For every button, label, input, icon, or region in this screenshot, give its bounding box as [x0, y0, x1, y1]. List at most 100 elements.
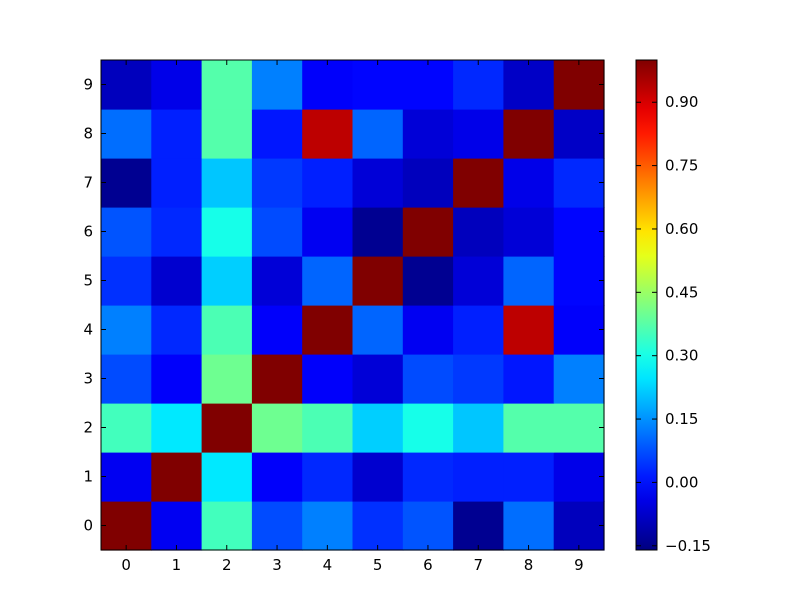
- x-tick-label: 9: [574, 556, 584, 574]
- heatmap-cell-7-4: [302, 158, 354, 208]
- y-axis-ticks: 0 1 2 3 4 5 6 7 8 9: [83, 76, 604, 535]
- heatmap-cell-4-3: [251, 305, 303, 355]
- heatmap-cell-1-9: [553, 452, 605, 502]
- x-tick-label: 4: [323, 556, 333, 574]
- heatmap-cell-8-9: [553, 109, 605, 159]
- heatmap-cell-0-6: [402, 501, 454, 551]
- heatmap-cell-2-7: [453, 403, 504, 453]
- heatmap-cell-1-7: [453, 452, 504, 502]
- heatmap-cell-7-9: [553, 158, 605, 208]
- heatmap-cell-4-5: [352, 305, 404, 355]
- heatmap-cell-7-3: [251, 158, 303, 208]
- heatmap-cell-3-4: [302, 354, 354, 404]
- colorbar-tick-label: 0.60: [665, 220, 698, 238]
- heatmap-cell-2-5: [352, 403, 404, 453]
- heatmap-cell-8-1: [151, 109, 203, 159]
- heatmap-cell-5-8: [503, 256, 555, 306]
- heatmap-cell-7-2: [201, 158, 253, 208]
- heatmap-cell-1-0: [101, 452, 152, 502]
- heatmap-cell-4-8: [503, 305, 555, 355]
- heatmap-cell-6-3: [251, 207, 303, 257]
- heatmap-cell-8-0: [101, 109, 152, 159]
- heatmap-cell-3-0: [101, 354, 152, 404]
- heatmap-cell-5-7: [453, 256, 504, 306]
- heatmap-cell-6-4: [302, 207, 354, 257]
- heatmap-cell-4-0: [101, 305, 152, 355]
- heatmap-cell-8-8: [503, 109, 555, 159]
- heatmap-cell-3-2: [201, 354, 253, 404]
- heatmap-cell-5-1: [151, 256, 203, 306]
- x-tick-label: 8: [524, 556, 534, 574]
- y-tick-label: 2: [83, 419, 93, 437]
- heatmap-cell-6-6: [402, 207, 454, 257]
- heatmap-cell-0-3: [251, 501, 303, 551]
- y-tick-label: 8: [83, 125, 93, 143]
- heatmap-cell-9-5: [352, 60, 404, 110]
- heatmap-cell-9-1: [151, 60, 203, 110]
- heatmap-cell-2-1: [151, 403, 203, 453]
- heatmap-cell-0-7: [453, 501, 504, 551]
- heatmap-cell-8-7: [453, 109, 504, 159]
- heatmap-cell-8-3: [251, 109, 303, 159]
- y-tick-label: 0: [83, 517, 93, 535]
- colorbar-tick-label: −0.15: [665, 537, 711, 555]
- colorbar-tick-label: 0.45: [665, 283, 698, 301]
- heatmap-cell-6-8: [503, 207, 555, 257]
- heatmap-cell-3-9: [553, 354, 605, 404]
- heatmap-cell-5-9: [553, 256, 605, 306]
- heatmap-cell-6-7: [453, 207, 504, 257]
- heatmap-cell-7-1: [151, 158, 203, 208]
- heatmap-cell-4-9: [553, 305, 605, 355]
- heatmap-cell-5-3: [251, 256, 303, 306]
- x-tick-label: 1: [172, 556, 182, 574]
- x-tick-label: 6: [423, 556, 433, 574]
- heatmap-cell-3-5: [352, 354, 404, 404]
- heatmap-cell-6-1: [151, 207, 203, 257]
- heatmap-cell-1-1: [151, 452, 203, 502]
- heatmap-cell-2-8: [503, 403, 555, 453]
- y-tick-label: 9: [83, 76, 93, 94]
- heatmap-cell-4-2: [201, 305, 253, 355]
- colorbar-tick-label: 0.00: [665, 473, 698, 491]
- y-tick-label: 7: [83, 174, 93, 192]
- heatmap-cell-3-7: [453, 354, 504, 404]
- heatmap-cell-0-4: [302, 501, 354, 551]
- y-tick-label: 4: [83, 321, 93, 339]
- heatmap-cell-2-0: [101, 403, 152, 453]
- heatmap-cell-4-1: [151, 305, 203, 355]
- heatmap-cell-7-5: [352, 158, 404, 208]
- heatmap-cell-5-0: [101, 256, 152, 306]
- colorbar-tick-label: 0.30: [665, 347, 698, 365]
- heatmap-cell-9-3: [251, 60, 303, 110]
- heatmap-cell-3-1: [151, 354, 203, 404]
- heatmap-cell-4-6: [402, 305, 454, 355]
- heatmap-cell-6-9: [553, 207, 605, 257]
- heatmap-cell-2-9: [553, 403, 605, 453]
- y-tick-label: 5: [83, 272, 93, 290]
- heatmap-cell-1-2: [201, 452, 253, 502]
- heatmap-cell-2-4: [302, 403, 354, 453]
- colorbar: [635, 59, 658, 551]
- heatmap-cell-0-8: [503, 501, 555, 551]
- heatmap-cell-2-6: [402, 403, 454, 453]
- heatmap-cell-8-5: [352, 109, 404, 159]
- heatmap-cell-9-0: [101, 60, 152, 110]
- heatmap-cell-5-6: [402, 256, 454, 306]
- heatmap-cell-6-5: [352, 207, 404, 257]
- heatmap-cell-5-4: [302, 256, 354, 306]
- colorbar-tick-label: 0.15: [665, 410, 698, 428]
- heatmap-cell-0-0: [101, 501, 152, 551]
- heatmap-cell-4-4: [302, 305, 354, 355]
- heatmap-cell-1-6: [402, 452, 454, 502]
- colorbar-tick-label: 0.75: [665, 157, 698, 175]
- heatmap-cell-7-8: [503, 158, 555, 208]
- heatmap-cell-9-9: [553, 60, 605, 110]
- heatmap-cell-9-4: [302, 60, 354, 110]
- heatmap-cell-8-4: [302, 109, 354, 159]
- heatmap-cell-0-1: [151, 501, 203, 551]
- plot-frame: [100, 59, 605, 551]
- colorbar-tick-label: 0.90: [665, 93, 698, 111]
- heatmap-cell-1-4: [302, 452, 354, 502]
- heatmap-cell-0-2: [201, 501, 253, 551]
